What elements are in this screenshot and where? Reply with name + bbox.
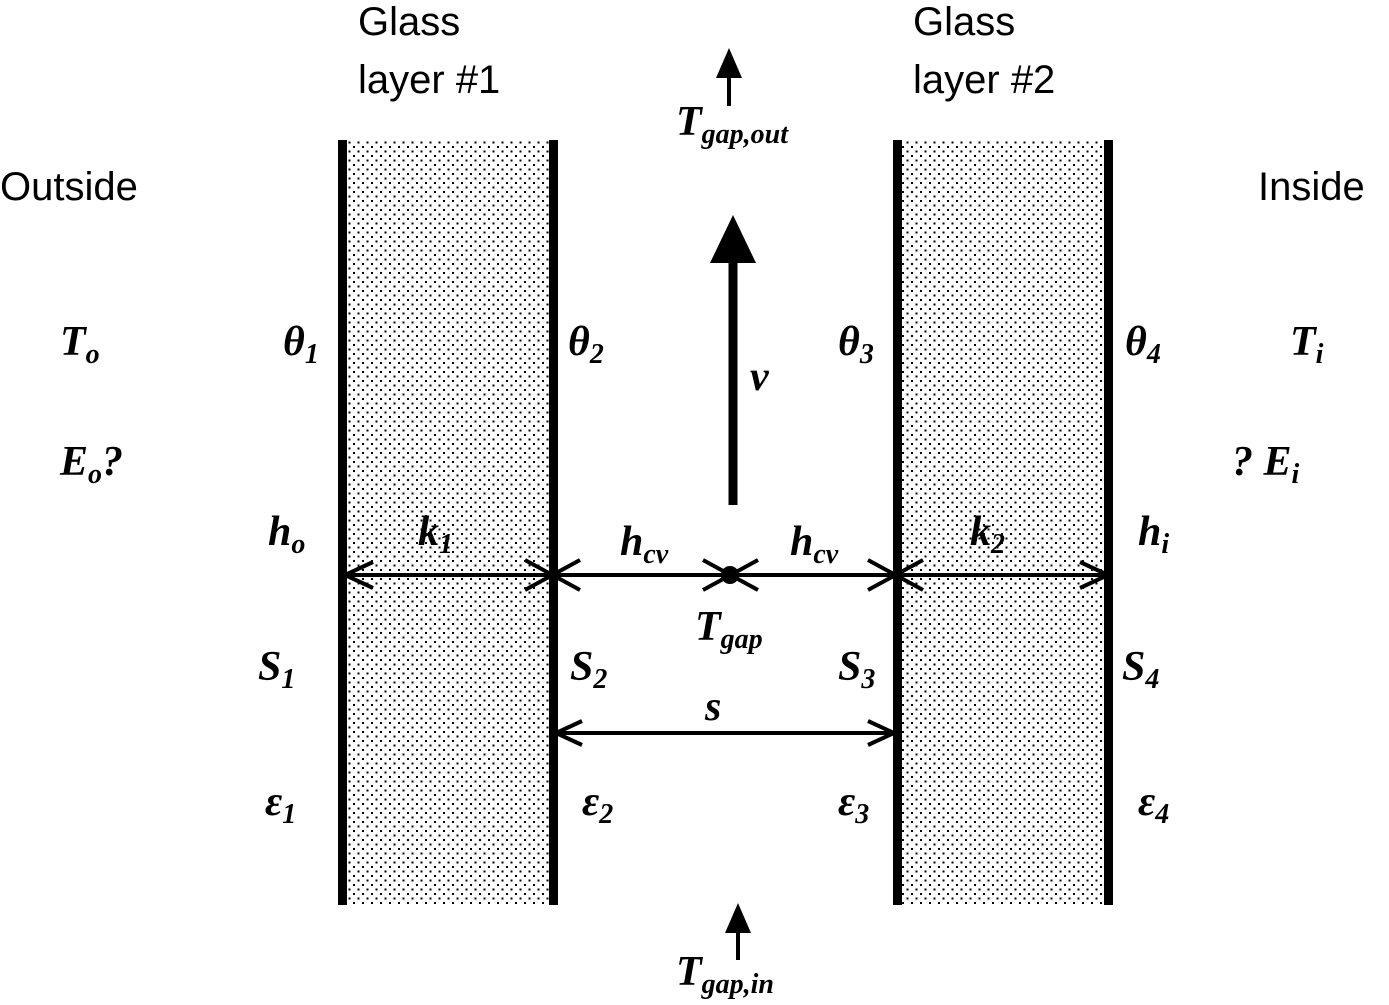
label-To-part: o — [86, 339, 100, 370]
gap-width-arrow — [551, 719, 899, 747]
label-Eo-part: o — [88, 459, 102, 490]
label-k1: k1 — [418, 509, 453, 560]
label-hi: hi — [1138, 509, 1169, 560]
label-Tgapin-part: gap,in — [701, 969, 774, 1000]
label-k1-part: 1 — [439, 529, 453, 560]
label-k1-part: k — [418, 509, 439, 555]
gap-inflow-arrow — [725, 903, 751, 960]
label-S1: S1 — [258, 644, 295, 695]
label-To-part: T — [60, 319, 88, 365]
inside-label: Inside — [1258, 165, 1365, 209]
label-eps2: ε2 — [582, 779, 613, 830]
label-ho: ho — [268, 509, 305, 560]
label-Ti: Ti — [1290, 319, 1324, 370]
label-theta1: θ1 — [283, 319, 319, 370]
label-v-part: v — [750, 354, 770, 400]
label-eps4-part: 4 — [1154, 799, 1169, 830]
label-hcv1-part: cv — [643, 539, 668, 570]
label-eps3-part: 3 — [854, 799, 869, 830]
label-Eo-part: ? — [102, 439, 123, 485]
glass-layer-2-label: Glass — [913, 0, 1015, 44]
label-hi-part: h — [1138, 509, 1161, 555]
label-theta1-part: θ — [283, 319, 305, 365]
label-hcv1: hcv — [620, 519, 669, 570]
label-hcv2: hcv — [790, 519, 839, 570]
label-Ei-part: i — [1292, 459, 1300, 490]
label-eps2-part: ε — [582, 779, 599, 825]
label-ho-part: h — [268, 509, 291, 555]
label-k2: k2 — [970, 509, 1005, 560]
label-Tgapin: Tgap,in — [676, 949, 774, 1000]
label-eps2-part: 2 — [598, 799, 613, 830]
heat-transfer-line — [340, 558, 1113, 592]
label-Tgap-part: T — [695, 604, 723, 650]
label-eps4: ε4 — [1138, 779, 1169, 830]
label-S2: S2 — [570, 644, 607, 695]
glass-layer-1-label-2: layer #1 — [358, 58, 500, 102]
label-hcv2-part: h — [790, 519, 813, 565]
outside-label: Outside — [0, 165, 138, 209]
label-eps3-part: ε — [838, 779, 855, 825]
label-hi-part: i — [1161, 529, 1169, 560]
label-theta4: θ4 — [1125, 319, 1161, 370]
label-Tgap-part: gap — [720, 624, 763, 655]
label-S2-part: S — [570, 644, 593, 690]
label-Tgapout: Tgap,out — [676, 99, 789, 150]
glass-layer-2-label-2: layer #2 — [913, 58, 1055, 102]
label-theta4-part: θ — [1125, 319, 1147, 365]
label-eps1: ε1 — [265, 779, 296, 830]
label-Ti-part: i — [1316, 339, 1324, 370]
gap-outflow-arrow — [716, 48, 742, 106]
label-theta1-part: 1 — [305, 339, 319, 370]
label-hcv1-part: h — [620, 519, 643, 565]
label-S3: S3 — [838, 644, 875, 695]
label-S3-part: 3 — [860, 664, 875, 695]
label-k2-part: k — [970, 509, 991, 555]
label-eps1-part: ε — [265, 779, 282, 825]
label-theta2: θ2 — [568, 319, 604, 370]
label-eps1-part: 1 — [282, 799, 296, 830]
label-theta3: θ3 — [838, 319, 874, 370]
glass-layer-1-label: Glass — [358, 0, 460, 44]
velocity-arrow — [710, 215, 756, 505]
label-Ei-part: ? E — [1232, 439, 1292, 485]
label-S4-part: S — [1122, 644, 1145, 690]
label-S1-part: 1 — [281, 664, 295, 695]
label-Tgapout-part: T — [676, 99, 704, 145]
label-Tgapout-part: gap,out — [701, 119, 790, 150]
label-S3-part: S — [838, 644, 861, 690]
label-theta3-part: θ — [838, 319, 860, 365]
label-hcv2-part: cv — [813, 539, 838, 570]
label-Eo-part: E — [59, 439, 88, 485]
glass-layer-2 — [893, 140, 1113, 905]
label-Eo: Eo? — [59, 439, 123, 490]
glass-layer-1 — [338, 140, 558, 905]
label-Ti-part: T — [1290, 319, 1318, 365]
label-v: v — [750, 354, 770, 400]
label-eps3: ε3 — [838, 779, 869, 830]
label-Tgap: Tgap — [695, 604, 763, 655]
label-S4-part: 4 — [1144, 664, 1159, 695]
label-theta2-part: θ — [568, 319, 590, 365]
label-theta4-part: 4 — [1146, 339, 1161, 370]
label-Ei: ? Ei — [1232, 439, 1300, 490]
label-ho-part: o — [291, 529, 305, 560]
label-s: s — [704, 684, 721, 730]
label-theta2-part: 2 — [589, 339, 604, 370]
label-s-part: s — [704, 684, 721, 730]
label-S1-part: S — [258, 644, 281, 690]
label-Tgapin-part: T — [676, 949, 704, 995]
label-S2-part: 2 — [592, 664, 607, 695]
label-eps4-part: ε — [1138, 779, 1155, 825]
label-k2-part: 2 — [990, 529, 1005, 560]
label-To: To — [60, 319, 100, 370]
label-theta3-part: 3 — [859, 339, 874, 370]
label-S4: S4 — [1122, 644, 1159, 695]
